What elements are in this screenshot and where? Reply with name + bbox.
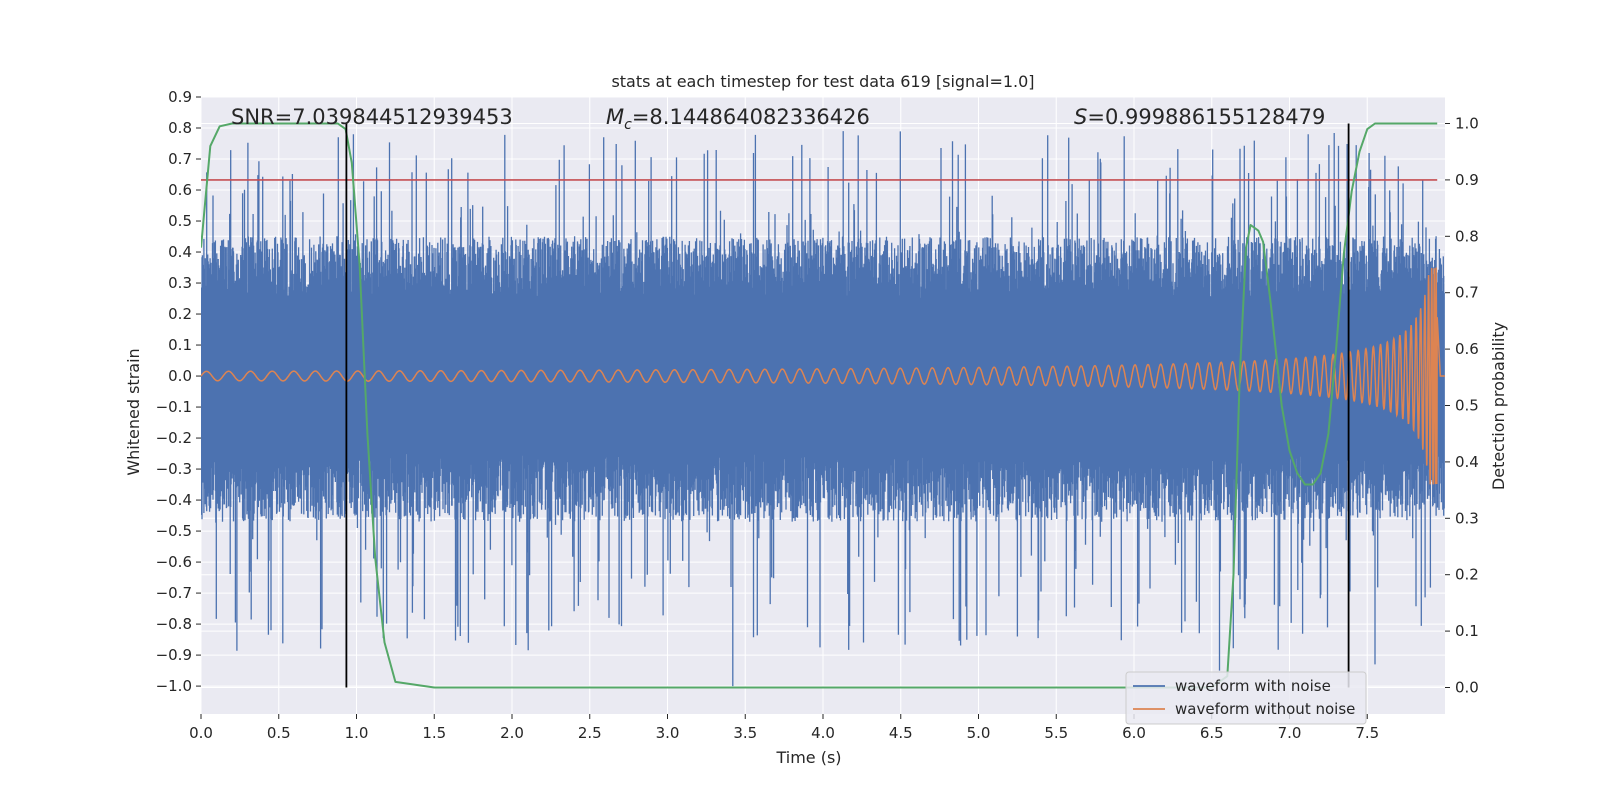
x-axis-label: Time (s): [775, 748, 841, 767]
y-tick-label: −0.1: [156, 398, 192, 416]
y2-tick-label: 0.0: [1455, 678, 1479, 696]
y-tick-label: 0.5: [168, 212, 192, 230]
y-tick-label: −0.9: [156, 646, 192, 664]
y2-tick-label: 0.2: [1455, 566, 1479, 584]
legend: waveform with noise waveform without noi…: [1125, 671, 1367, 725]
y-tick-label: −0.3: [156, 460, 192, 478]
x-tick-label: 3.0: [656, 724, 680, 742]
x-tick-label: 1.0: [345, 724, 369, 742]
x-tick-label: 4.5: [889, 724, 913, 742]
y-tick-label: −0.4: [156, 491, 192, 509]
y-tick-label: 0.0: [168, 367, 192, 385]
y2-axis-label: Detection probability: [1489, 322, 1508, 490]
y2-tick-label: 0.5: [1455, 397, 1479, 415]
x-tick-label: 1.5: [422, 724, 446, 742]
y-axis-label: Whitened strain: [124, 348, 143, 475]
y-tick-label: 0.3: [168, 274, 192, 292]
y2-tick-label: 0.6: [1455, 340, 1479, 358]
x-tick-label: 7.0: [1278, 724, 1302, 742]
y2-tick-label: 1.0: [1455, 115, 1479, 133]
series-layer: [201, 122, 1445, 689]
x-tick-label: 2.5: [578, 724, 602, 742]
y2-tick-label: 0.8: [1455, 227, 1479, 245]
y2-tick-label: 0.1: [1455, 622, 1479, 640]
y-tick-label: −0.7: [156, 584, 192, 602]
series-group: [201, 122, 1445, 689]
x-tick-label: 0.5: [267, 724, 291, 742]
x-tick-label: 4.0: [811, 724, 835, 742]
x-tick-label: 2.0: [500, 724, 524, 742]
y-tick-label: −0.6: [156, 553, 192, 571]
x-tick-label: 5.0: [967, 724, 991, 742]
y-tick-label: −0.8: [156, 615, 192, 633]
y-tick-label: 0.8: [168, 119, 192, 137]
legend-label-clean: waveform without noise: [1175, 700, 1355, 718]
x-tick-label: 3.5: [733, 724, 757, 742]
s-annotation: S=0.999886155128479: [1074, 105, 1325, 129]
chirp-mass-annotation: Mc=8.144864082336426: [606, 105, 870, 133]
clean-waveform-line: [201, 267, 1445, 485]
y2-tick-label: 0.3: [1455, 509, 1479, 527]
x-tick-label: 0.0: [189, 724, 213, 742]
chirp-mass-value: =8.144864082336426: [632, 105, 870, 129]
y-tick-label: 0.6: [168, 181, 192, 199]
y2-tick-label: 0.4: [1455, 453, 1479, 471]
chart-title: stats at each timestep for test data 619…: [611, 72, 1034, 91]
y-tick-label: −0.2: [156, 429, 192, 447]
y-tick-label: 0.7: [168, 150, 192, 168]
detection-probability-line: [201, 122, 1438, 689]
x-tick-label: 7.5: [1355, 724, 1379, 742]
legend-box: [1125, 671, 1367, 725]
chirp-mass-symbol: M: [606, 105, 624, 129]
y-tick-label: 0.4: [168, 243, 192, 261]
s-symbol: S: [1074, 105, 1087, 129]
chirp-mass-subscript: c: [624, 117, 632, 133]
x-tick-label: 6.0: [1122, 724, 1146, 742]
y-tick-label: −0.5: [156, 522, 192, 540]
y2-tick-label: 0.9: [1455, 171, 1479, 189]
x-tick-label: 5.5: [1044, 724, 1068, 742]
x-tick-label: 6.5: [1200, 724, 1224, 742]
y-tick-label: 0.9: [168, 88, 192, 106]
legend-label-noise: waveform with noise: [1175, 677, 1331, 695]
y-tick-label: 0.2: [168, 305, 192, 323]
y-tick-label: 0.1: [168, 336, 192, 354]
snr-annotation: SNR=7.039844512939453: [231, 105, 513, 129]
ticks: 0.0 0.5 1.0 1.5 2.0 2.5 3.0 3.5 4.0 4.5 5.0 5.5 6.0 6…: [156, 88, 1479, 742]
y-tick-label: −1.0: [156, 677, 192, 695]
s-value: =0.999886155128479: [1087, 105, 1325, 129]
y2-tick-label: 0.7: [1455, 284, 1479, 302]
